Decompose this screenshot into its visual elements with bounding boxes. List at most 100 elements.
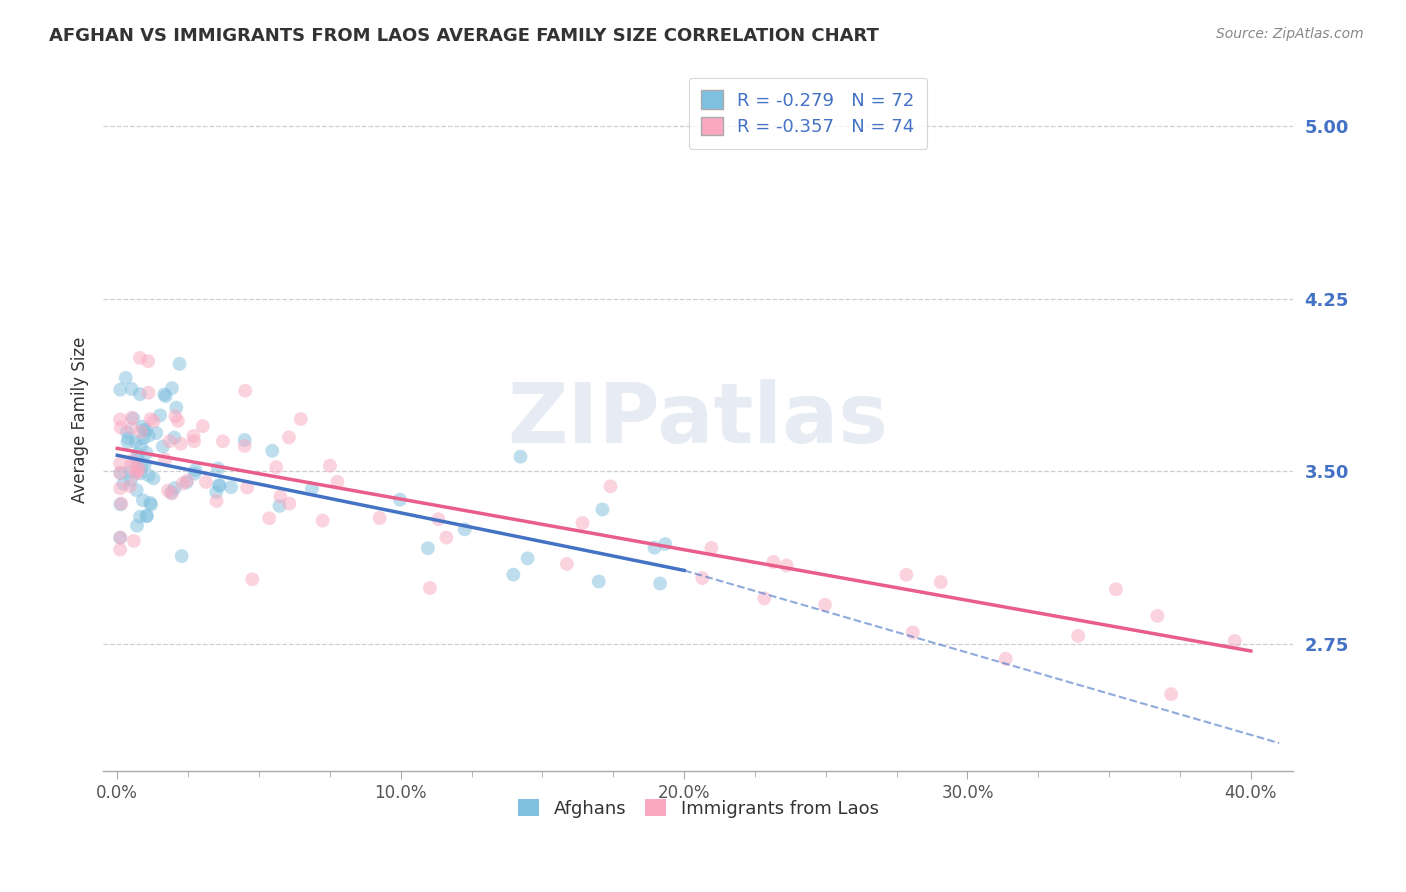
- Point: [110, 497, 132, 511]
- Point: [311, 514, 333, 528]
- Point: [163, 481, 186, 495]
- Point: [160, 485, 183, 500]
- Point: [278, 430, 301, 444]
- Point: [762, 555, 785, 569]
- Point: [139, 412, 162, 426]
- Point: [427, 512, 450, 526]
- Point: [110, 497, 132, 511]
- Point: [571, 516, 593, 530]
- Point: [436, 531, 458, 545]
- Point: [278, 497, 301, 511]
- Point: [115, 425, 138, 439]
- Point: [125, 465, 148, 479]
- Point: [319, 458, 342, 473]
- Point: [134, 458, 156, 472]
- Point: [138, 385, 160, 400]
- Point: [208, 478, 231, 492]
- Point: [172, 476, 194, 491]
- Point: [208, 479, 231, 493]
- Point: [127, 453, 149, 467]
- Point: [108, 542, 131, 557]
- Point: [301, 482, 323, 496]
- Y-axis label: Average Family Size: Average Family Size: [72, 336, 89, 503]
- Point: [125, 518, 148, 533]
- Point: [262, 443, 284, 458]
- Point: [775, 558, 797, 573]
- Point: [269, 490, 291, 504]
- Point: [110, 531, 132, 545]
- Point: [108, 383, 131, 397]
- Point: [108, 456, 131, 470]
- Point: [654, 537, 676, 551]
- Point: [155, 389, 177, 403]
- Point: [183, 434, 205, 449]
- Point: [994, 652, 1017, 666]
- Point: [110, 420, 132, 434]
- Point: [132, 493, 155, 508]
- Point: [127, 460, 149, 475]
- Point: [1105, 582, 1128, 597]
- Point: [219, 480, 242, 494]
- Point: [419, 581, 441, 595]
- Point: [117, 435, 139, 450]
- Point: [122, 411, 145, 425]
- Text: Source: ZipAtlas.com: Source: ZipAtlas.com: [1216, 27, 1364, 41]
- Point: [136, 354, 159, 368]
- Point: [125, 434, 148, 449]
- Point: [120, 473, 142, 487]
- Point: [257, 511, 280, 525]
- Point: [118, 479, 141, 493]
- Point: [929, 575, 952, 590]
- Point: [121, 382, 143, 396]
- Point: [290, 412, 312, 426]
- Point: [135, 508, 157, 523]
- Point: [183, 467, 205, 481]
- Point: [135, 509, 157, 524]
- Point: [516, 551, 538, 566]
- Point: [1160, 687, 1182, 701]
- Point: [700, 541, 723, 555]
- Point: [156, 483, 179, 498]
- Point: [142, 471, 165, 485]
- Point: [138, 428, 160, 442]
- Point: [167, 414, 190, 428]
- Point: [165, 401, 187, 415]
- Point: [233, 433, 256, 447]
- Point: [139, 498, 162, 512]
- Point: [165, 409, 187, 424]
- Point: [163, 430, 186, 444]
- Point: [170, 436, 193, 450]
- Point: [555, 557, 578, 571]
- Point: [127, 447, 149, 461]
- Point: [191, 419, 214, 434]
- Point: [368, 511, 391, 525]
- Point: [120, 465, 142, 479]
- Point: [159, 434, 181, 449]
- Point: [643, 541, 665, 555]
- Point: [108, 466, 131, 480]
- Point: [502, 567, 524, 582]
- Text: AFGHAN VS IMMIGRANTS FROM LAOS AVERAGE FAMILY SIZE CORRELATION CHART: AFGHAN VS IMMIGRANTS FROM LAOS AVERAGE F…: [49, 27, 879, 45]
- Point: [132, 423, 155, 437]
- Point: [108, 412, 131, 426]
- Point: [754, 591, 776, 606]
- Point: [128, 462, 150, 476]
- Point: [240, 572, 263, 586]
- Point: [145, 426, 167, 441]
- Point: [1146, 608, 1168, 623]
- Point: [205, 485, 228, 500]
- Point: [212, 434, 235, 449]
- Point: [264, 460, 287, 475]
- Point: [170, 549, 193, 563]
- Point: [129, 387, 152, 401]
- Legend: Afghans, Immigrants from Laos: Afghans, Immigrants from Laos: [510, 792, 886, 825]
- Point: [122, 533, 145, 548]
- Point: [454, 522, 477, 536]
- Point: [233, 439, 256, 453]
- Point: [176, 474, 198, 488]
- Point: [129, 467, 152, 481]
- Point: [135, 446, 157, 460]
- Point: [117, 432, 139, 446]
- Point: [121, 410, 143, 425]
- Point: [138, 468, 160, 483]
